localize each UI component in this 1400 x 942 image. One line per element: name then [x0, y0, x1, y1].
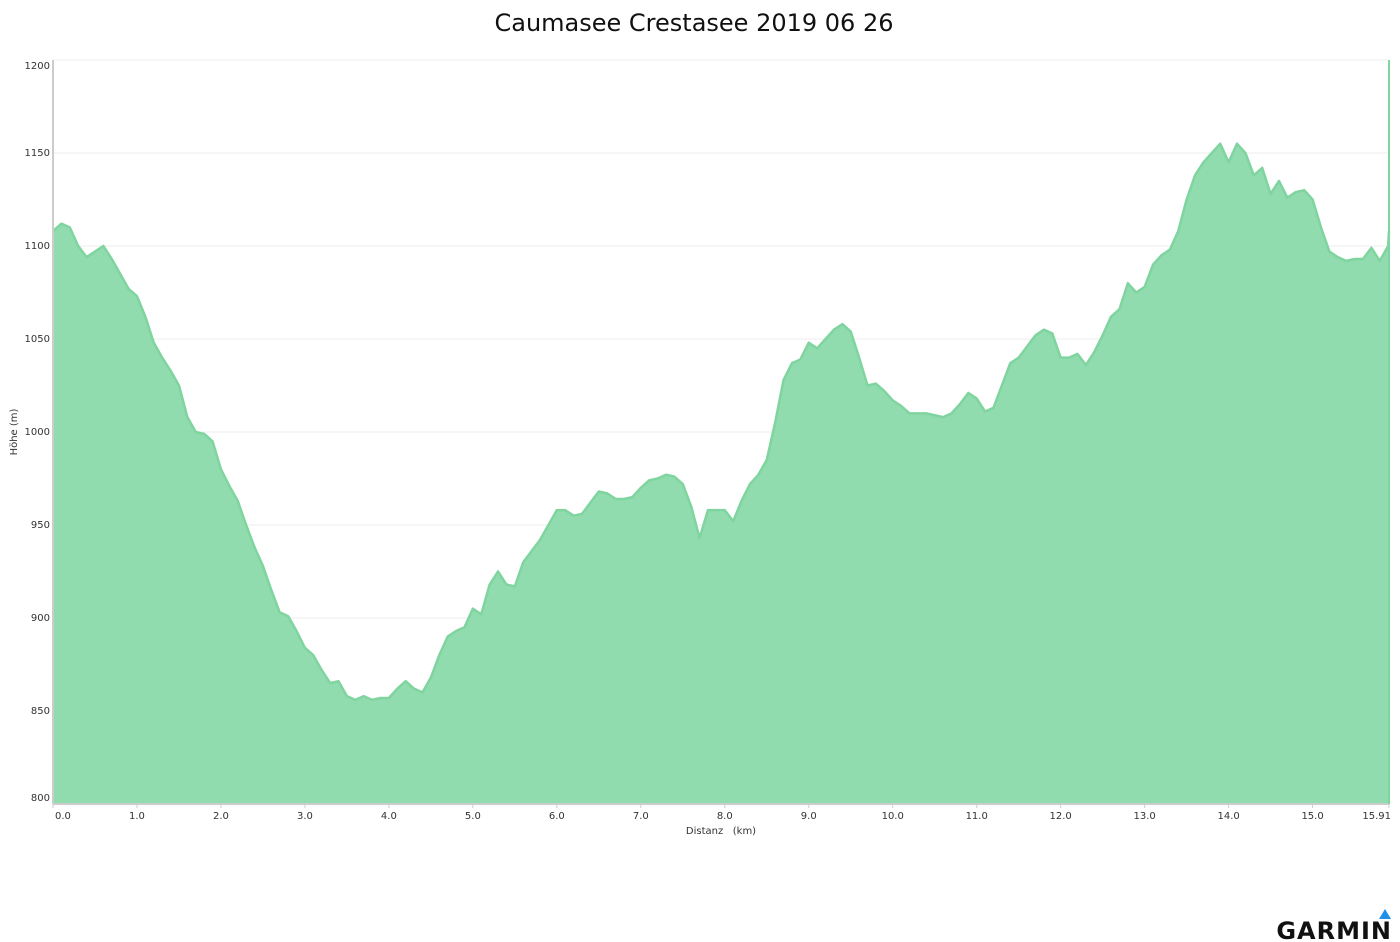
x-tick-label: 9.0 [801, 811, 817, 822]
y-tick-label: 950 [31, 520, 50, 531]
x-tick-label: 15.91 [1362, 811, 1391, 822]
elevation-line [52, 142, 1391, 702]
x-tick-label: 11.0 [966, 811, 988, 822]
y-tick-label: 1200 [25, 61, 50, 72]
x-tick-label: 12.0 [1050, 811, 1072, 822]
x-tick-label: 1.0 [129, 811, 145, 822]
x-tick-label: 13.0 [1134, 811, 1156, 822]
y-tick-label: 850 [31, 706, 50, 717]
x-tick-label: 4.0 [381, 811, 397, 822]
elevation-area [53, 143, 1389, 804]
y-tick-label: 900 [31, 613, 50, 624]
brand-logo: GARMIN [1276, 917, 1392, 942]
x-tick-label: 10.0 [882, 811, 904, 822]
x-tick-label: 3.0 [297, 811, 313, 822]
y-tick-label: 1150 [25, 148, 50, 159]
y-tick-label: 1050 [25, 334, 50, 345]
x-tick-label: 15.0 [1301, 811, 1323, 822]
chart-title: Caumasee Crestasee 2019 06 26 [495, 9, 894, 37]
x-tick-label: 8.0 [717, 811, 733, 822]
x-tick-label: 5.0 [465, 811, 481, 822]
x-tick-label: 0.0 [55, 811, 71, 822]
x-tick-label: 2.0 [213, 811, 229, 822]
x-axis-label: Distanz (km) [686, 826, 756, 837]
x-tick-label: 7.0 [633, 811, 649, 822]
y-axis-label: Höhe (m) [9, 408, 20, 455]
y-tick-label: 1100 [25, 241, 50, 252]
y-tick-label: 1000 [25, 427, 50, 438]
y-tick-label: 800 [31, 793, 50, 804]
x-tick-label: 14.0 [1217, 811, 1239, 822]
logo-triangle [1379, 909, 1391, 919]
x-tick-label: 6.0 [549, 811, 565, 822]
